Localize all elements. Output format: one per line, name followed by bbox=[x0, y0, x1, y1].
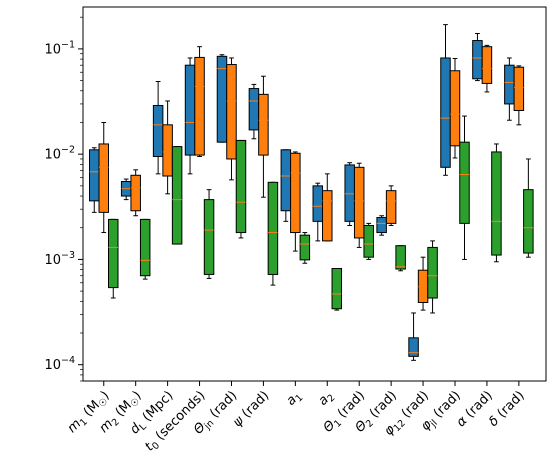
box-0-9 bbox=[376, 215, 387, 236]
box-1-6 bbox=[290, 151, 301, 252]
box-iqr bbox=[267, 181, 279, 275]
box-iqr bbox=[98, 143, 110, 213]
box-2-10 bbox=[427, 240, 438, 314]
y-tick-label: 10−4 bbox=[44, 355, 75, 373]
x-tick-label: δ (rad) bbox=[486, 388, 528, 430]
box-iqr bbox=[440, 57, 451, 168]
box-2-12 bbox=[491, 143, 502, 263]
box-1-12 bbox=[481, 44, 493, 93]
box-iqr bbox=[312, 185, 324, 222]
box-0-0 bbox=[89, 147, 100, 213]
box-1-9 bbox=[385, 185, 397, 227]
box-iqr bbox=[89, 149, 100, 202]
box-2-4 bbox=[235, 139, 247, 239]
box-iqr bbox=[363, 225, 374, 258]
box-iqr bbox=[408, 337, 419, 357]
box-2-8 bbox=[363, 222, 374, 260]
box-2-5 bbox=[267, 181, 279, 286]
box-iqr bbox=[491, 151, 502, 256]
box-iqr bbox=[184, 64, 196, 156]
box-0-4 bbox=[216, 54, 228, 143]
box-iqr bbox=[513, 66, 525, 111]
box-0-7 bbox=[312, 182, 324, 242]
box-iqr bbox=[194, 56, 205, 156]
box-iqr bbox=[395, 245, 406, 270]
box-iqr bbox=[258, 93, 269, 156]
box-2-0 bbox=[108, 218, 119, 299]
y-tick-label: 10−1 bbox=[44, 39, 75, 57]
box-2-9 bbox=[395, 245, 406, 272]
plot-frame bbox=[82, 6, 547, 382]
box-iqr bbox=[523, 189, 534, 254]
x-tick-label: a2 bbox=[316, 388, 338, 410]
box-2-3 bbox=[203, 189, 215, 279]
box-iqr bbox=[152, 104, 164, 158]
box-iqr bbox=[248, 88, 260, 131]
box-iqr bbox=[108, 218, 119, 289]
box-iqr bbox=[376, 217, 387, 234]
box-1-2 bbox=[162, 100, 173, 195]
box-0-12 bbox=[472, 33, 483, 82]
box-1-3 bbox=[194, 46, 205, 158]
box-0-10 bbox=[408, 312, 419, 361]
box-iqr bbox=[481, 46, 493, 84]
box-iqr bbox=[171, 146, 183, 245]
box-iqr bbox=[290, 152, 301, 234]
box-iqr bbox=[427, 246, 438, 299]
box-1-11 bbox=[449, 58, 461, 159]
y-tick-label: 10−2 bbox=[44, 145, 75, 163]
box-iqr bbox=[162, 124, 173, 177]
box-iqr bbox=[344, 164, 355, 222]
box-iqr bbox=[504, 64, 515, 105]
x-axis: m1 (M☉)m2 (M☉)dL (Mpc)t0 (seconds)Θjn (r… bbox=[65, 381, 528, 454]
box-2-11 bbox=[459, 115, 470, 260]
box-iqr bbox=[385, 190, 397, 224]
box-1-0 bbox=[98, 121, 110, 234]
box-0-2 bbox=[152, 81, 164, 175]
box-iqr bbox=[459, 141, 470, 224]
box-1-10 bbox=[417, 256, 429, 311]
box-iqr bbox=[331, 267, 343, 310]
box-2-6 bbox=[299, 232, 311, 264]
box-1-13 bbox=[513, 65, 525, 126]
box-1-7 bbox=[322, 173, 333, 242]
box-iqr bbox=[449, 70, 461, 147]
box-0-3 bbox=[184, 57, 196, 175]
x-tick-label: a1 bbox=[284, 388, 306, 410]
x-tick-label: ψ (rad) bbox=[230, 388, 272, 430]
box-1-1 bbox=[130, 169, 141, 217]
box-2-1 bbox=[139, 218, 151, 280]
box-iqr bbox=[322, 190, 333, 242]
chart-marks bbox=[89, 24, 534, 361]
box-iqr bbox=[139, 218, 151, 277]
box-0-6 bbox=[280, 149, 292, 222]
box-0-11 bbox=[440, 24, 451, 176]
box-iqr bbox=[216, 55, 228, 143]
box-iqr bbox=[130, 174, 141, 212]
box-0-8 bbox=[344, 162, 355, 227]
box-iqr bbox=[203, 199, 215, 275]
box-1-5 bbox=[258, 75, 269, 198]
box-2-7 bbox=[331, 267, 343, 311]
box-iqr bbox=[280, 149, 292, 212]
box-2-2 bbox=[171, 146, 183, 245]
box-0-1 bbox=[120, 178, 132, 201]
y-tick-label: 10−3 bbox=[44, 250, 75, 268]
box-iqr bbox=[235, 139, 247, 234]
box-1-4 bbox=[226, 57, 237, 181]
box-iqr bbox=[353, 166, 365, 239]
x-tick-label: m1 (M☉) bbox=[65, 388, 114, 437]
box-iqr bbox=[472, 40, 483, 80]
box-0-5 bbox=[248, 83, 260, 140]
box-1-8 bbox=[353, 162, 365, 248]
box-iqr bbox=[299, 234, 311, 261]
box-iqr bbox=[226, 64, 237, 160]
box-2-13 bbox=[523, 158, 534, 258]
box-0-13 bbox=[504, 57, 515, 121]
y-axis: 10−4 10−3 10−2 10−1 bbox=[44, 16, 83, 382]
